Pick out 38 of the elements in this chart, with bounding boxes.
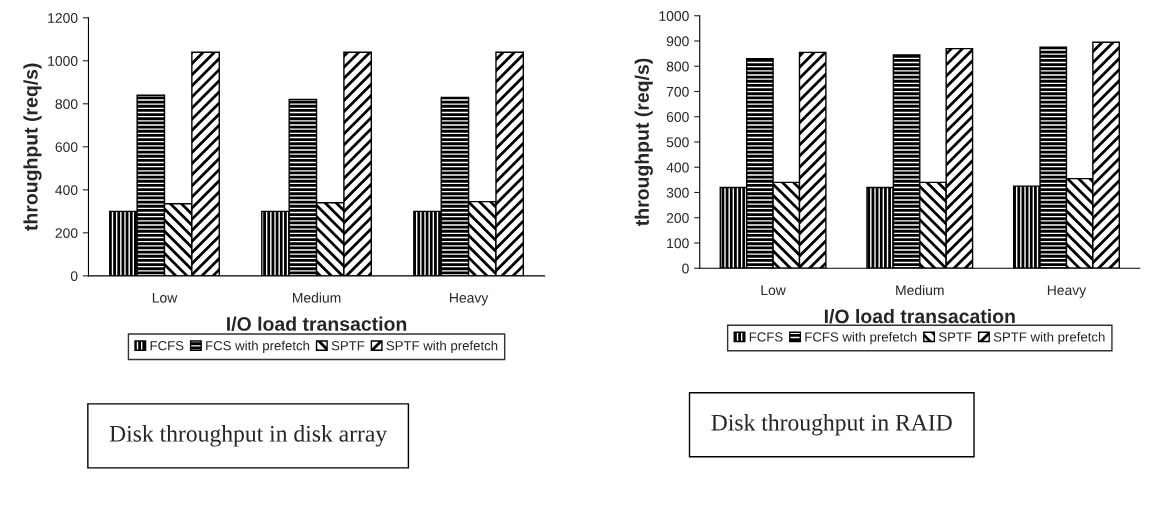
y-tick-label: 400 <box>666 162 689 173</box>
text: Disk throughput in RAID <box>711 414 952 436</box>
y-tick-label: 700 <box>666 86 689 97</box>
legend-label: FCFS with prefetch <box>805 331 917 345</box>
y-tick-label: 600 <box>55 142 78 152</box>
y-tick-label: 800 <box>666 61 689 72</box>
legend-label: FCFS <box>749 332 783 342</box>
y-tick-label: 1000 <box>659 11 689 21</box>
x-tick-label: Low <box>152 293 178 303</box>
legend-label: SPTF with prefetch <box>993 331 1105 345</box>
legend-label: SPTF <box>938 332 972 342</box>
y-tick-label: 0 <box>682 263 689 274</box>
x-axis-title: I/O load transaction <box>227 316 407 332</box>
x-tick-label: Heavy <box>450 293 489 306</box>
y-tick-label: 1200 <box>48 13 78 23</box>
legend-label: FCS with prefetch <box>206 340 310 353</box>
x-tick-label: Medium <box>896 284 944 296</box>
y-tick-label: 200 <box>666 213 689 223</box>
y-axis-title: throughput (req/s) <box>634 58 653 226</box>
legend-label: SPTF <box>331 341 365 351</box>
y-tick-label: 800 <box>55 99 78 109</box>
y-tick-label: 300 <box>666 187 689 198</box>
x-tick-label: Low <box>761 285 786 296</box>
y-tick-label: 900 <box>666 36 689 47</box>
x-tick-label: Medium <box>292 292 341 303</box>
legend-label: FCFS <box>150 341 184 351</box>
text: Disk throughput in disk array <box>109 425 388 447</box>
legend-label: SPTF with prefetch <box>386 340 498 353</box>
x-tick-label: Heavy <box>1047 285 1087 298</box>
y-tick-label: 400 <box>55 185 78 195</box>
y-tick-label: 0 <box>70 271 78 282</box>
y-axis-title: throughput (req/s) <box>23 63 42 231</box>
y-tick-label: 200 <box>55 228 78 238</box>
y-tick-label: 100 <box>667 238 689 249</box>
x-axis-title: I/O load transacation <box>824 308 1015 324</box>
y-tick-label: 1000 <box>48 56 78 66</box>
y-tick-label: 600 <box>666 112 689 122</box>
y-tick-label: 500 <box>666 137 689 148</box>
